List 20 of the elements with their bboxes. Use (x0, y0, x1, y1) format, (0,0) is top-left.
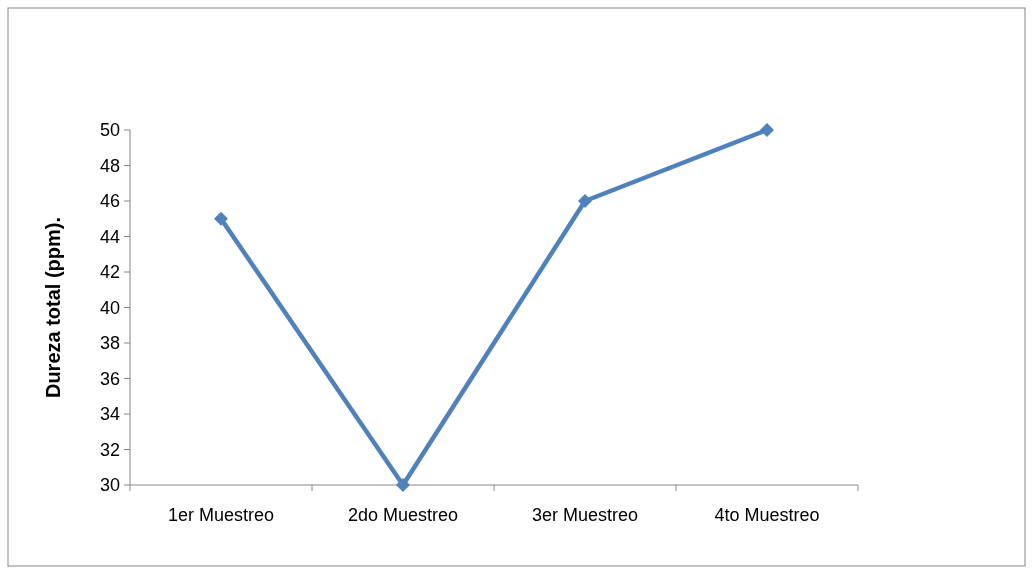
x-tick-label: 4to Muestreo (714, 505, 820, 525)
y-tick-label: 50 (99, 120, 120, 141)
y-tick-label: 32 (99, 439, 120, 460)
y-tick-label: 38 (99, 333, 120, 354)
y-tick-label: 46 (99, 191, 120, 212)
y-tick-label: 36 (99, 368, 120, 389)
point (578, 194, 592, 208)
point (396, 478, 410, 492)
x-tick-label: 3er Muestreo (531, 505, 639, 525)
y-tick-label: 42 (99, 262, 120, 283)
point (760, 123, 774, 137)
y-axis-title: Dureza total (ppm). (42, 216, 64, 399)
x-tick-label: 2do Muestreo (347, 505, 459, 525)
y-tick-label: 40 (99, 297, 120, 318)
point (214, 211, 228, 226)
y-tick-label: 34 (99, 404, 120, 425)
y-tick-label: 48 (99, 155, 120, 176)
y-tick-label: 30 (99, 475, 120, 496)
x-tick-label: 1er Muestreo (167, 505, 275, 525)
y-tick-label: 44 (99, 226, 120, 247)
